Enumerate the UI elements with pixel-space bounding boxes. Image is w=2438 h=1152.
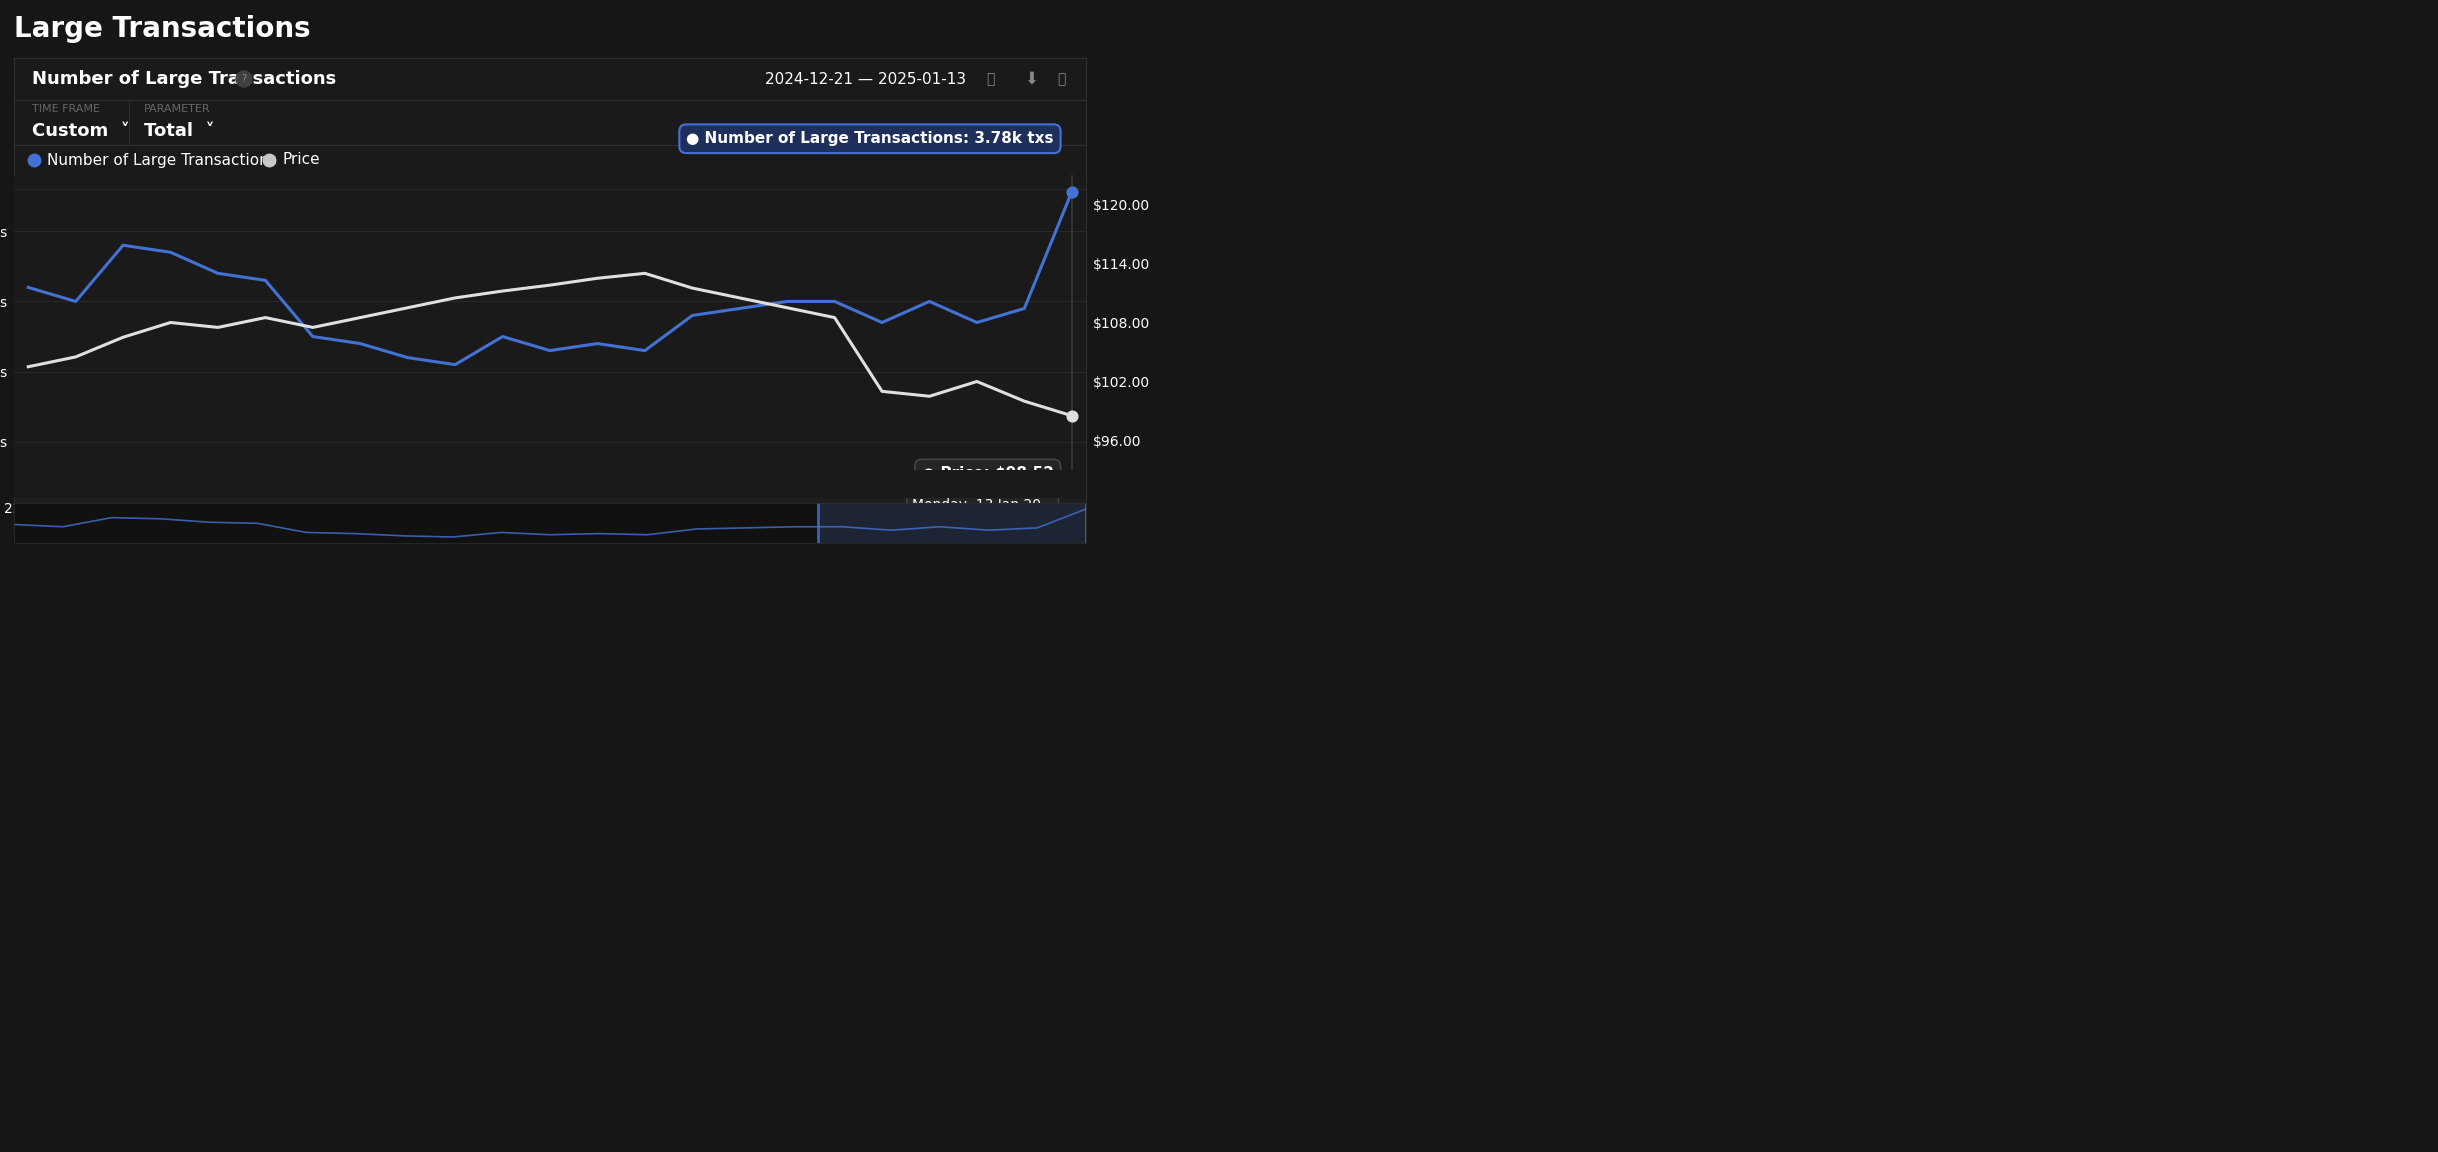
Text: ?: ?	[241, 74, 246, 84]
Point	[1053, 407, 1092, 425]
Text: 🔗: 🔗	[1056, 71, 1065, 86]
Text: ● Price: $98.52: ● Price: $98.52	[922, 467, 1053, 482]
Bar	[819, 503, 1085, 543]
Text: Number of Large Transactions: Number of Large Transactions	[46, 152, 278, 167]
Text: Price: Price	[283, 152, 319, 167]
Text: Number of Large Transactions: Number of Large Transactions	[32, 70, 336, 88]
Text: 📅: 📅	[985, 71, 995, 86]
Text: Monday, 13 Jan 20...: Monday, 13 Jan 20...	[912, 498, 1053, 511]
Text: 2024-12-21 — 2025-01-13: 2024-12-21 — 2025-01-13	[766, 71, 965, 86]
Text: ⬇: ⬇	[1024, 70, 1039, 88]
Point	[1053, 183, 1092, 202]
Text: Large Transactions: Large Transactions	[15, 15, 310, 43]
Circle shape	[236, 71, 251, 88]
Text: PARAMETER: PARAMETER	[144, 104, 210, 114]
Text: ● Number of Large Transactions: 3.78k txs: ● Number of Large Transactions: 3.78k tx…	[685, 131, 1053, 146]
Text: Custom  ˅: Custom ˅	[32, 122, 129, 139]
Text: Total  ˅: Total ˅	[144, 122, 215, 139]
Text: TIME FRAME: TIME FRAME	[32, 104, 100, 114]
